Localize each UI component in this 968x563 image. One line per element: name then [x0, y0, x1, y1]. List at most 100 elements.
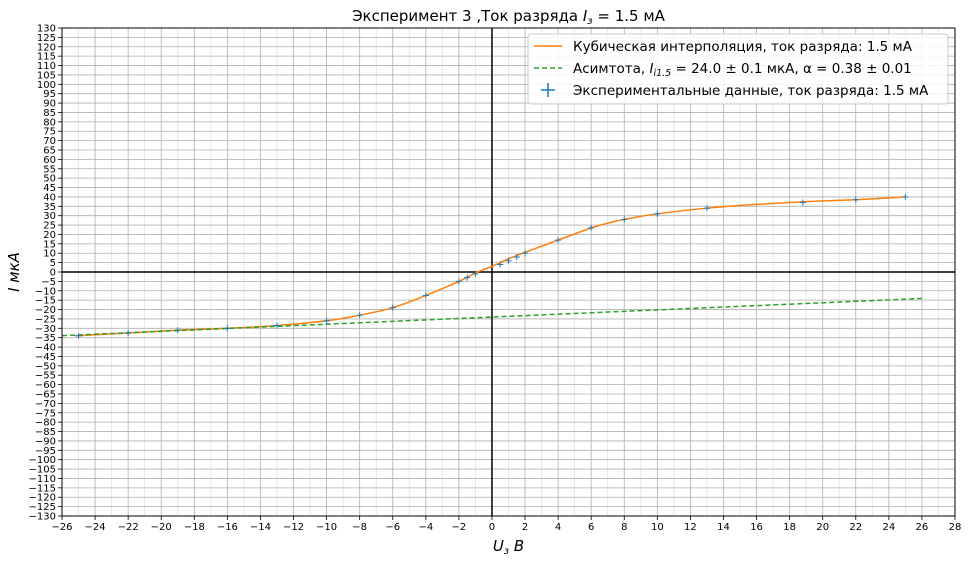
y-tick-label: −10: [35, 286, 56, 297]
y-tick-label: 100: [37, 80, 56, 91]
x-axis-label: Uз В: [493, 537, 524, 557]
x-tick-label: 6: [588, 522, 594, 533]
y-tick-label: 80: [43, 117, 56, 128]
legend: Кубическая интерполяция, ток разряда: 1.…: [527, 33, 949, 105]
y-tick-label: −75: [35, 408, 56, 419]
x-tick-label: −12: [283, 522, 304, 533]
y-tick-label: −50: [35, 361, 56, 372]
x-tick-label: 14: [717, 522, 730, 533]
data-point: [852, 196, 859, 203]
y-tick-label: −95: [35, 446, 56, 457]
data-point: [455, 278, 462, 285]
data-point: [323, 317, 330, 324]
data-point: [513, 253, 520, 260]
x-tick-label: −20: [151, 522, 172, 533]
interpolation-curve: [75, 196, 906, 337]
data-point: [75, 332, 82, 339]
data-point: [799, 199, 806, 206]
x-tick-label: −26: [51, 522, 72, 533]
x-tick-label: 4: [555, 522, 561, 533]
y-tick-label: 55: [43, 164, 56, 175]
data-point: [125, 330, 132, 336]
y-tick-label: 75: [43, 127, 56, 138]
x-tick-label: −22: [118, 522, 139, 533]
x-tick-label: −16: [217, 522, 238, 533]
y-tick-label: 20: [43, 230, 56, 241]
data-point: [522, 250, 529, 257]
data-point: [497, 261, 504, 268]
y-tick-label: −120: [29, 493, 56, 504]
x-tick-label: 2: [522, 522, 528, 533]
y-tick-label: −110: [29, 474, 56, 485]
y-tick-label: −65: [35, 390, 56, 401]
zero-axes: [62, 28, 955, 516]
y-tick-label: 95: [43, 89, 56, 100]
legend-data-swatch: [541, 83, 555, 97]
data-point: [621, 216, 628, 223]
x-tick-label: −8: [352, 522, 367, 533]
x-tick-label: −2: [452, 522, 467, 533]
x-tick-label: 28: [949, 522, 962, 533]
y-tick-label: −20: [35, 305, 56, 316]
y-tick-label: 15: [43, 239, 56, 250]
y-axis-label: I мкА: [5, 252, 23, 292]
y-tick-label: 25: [43, 221, 56, 232]
x-tick-label: −4: [418, 522, 433, 533]
x-tick-label: 24: [882, 522, 895, 533]
y-tick-label: −80: [35, 418, 56, 429]
data-point: [464, 274, 471, 281]
y-tick-label: 125: [37, 33, 56, 44]
y-tick-label: 5: [50, 258, 56, 269]
data-point: [422, 292, 429, 299]
y-tick-label: 60: [43, 155, 56, 166]
y-tick-label: 30: [43, 211, 56, 222]
x-tick-label: 12: [684, 522, 697, 533]
y-tick-label: 65: [43, 146, 56, 157]
x-tick-label: 22: [849, 522, 862, 533]
y-tick-label: 70: [43, 136, 56, 147]
y-tick-label: −60: [35, 380, 56, 391]
y-tick-label: 90: [43, 99, 56, 110]
y-tick-label: −25: [35, 314, 56, 325]
y-tick-label: −35: [35, 333, 56, 344]
y-tick-label: −85: [35, 427, 56, 438]
x-tick-label: −6: [385, 522, 400, 533]
data-point: [654, 210, 661, 217]
data-point: [505, 257, 512, 264]
x-tick-label: −18: [184, 522, 205, 533]
legend-interpolation-label: Кубическая интерполяция, ток разряда: 1.…: [573, 39, 913, 55]
x-tick-label: 16: [750, 522, 763, 533]
y-tick-label: 50: [43, 174, 56, 185]
y-tick-label: −45: [35, 352, 56, 363]
y-tick-label: 10: [43, 249, 56, 260]
y-tick-label: 35: [43, 202, 56, 213]
y-tick-label: 105: [37, 70, 56, 81]
x-tick-label: 0: [489, 522, 495, 533]
data-point: [902, 193, 909, 200]
y-tick-label: 45: [43, 183, 56, 194]
x-tick-label: −14: [250, 522, 271, 533]
x-tick-label: −24: [85, 522, 106, 533]
y-tick-label: −40: [35, 343, 56, 354]
y-tick-label: 85: [43, 108, 56, 119]
y-tick-label: −130: [29, 512, 56, 523]
x-tick-label: 18: [783, 522, 796, 533]
x-tick-label: 8: [621, 522, 627, 533]
legend-asymptote-label: Асимтота, Ii1.5 = 24.0 ± 0.1 мкА, α = 0.…: [573, 61, 912, 79]
y-tick-label: 115: [37, 52, 56, 63]
y-tick-label: 120: [37, 42, 56, 53]
legend-box: [527, 33, 949, 105]
data-point: [703, 205, 710, 212]
y-tick-label: −70: [35, 399, 56, 410]
data-point: [588, 224, 595, 231]
x-tick-label: 20: [816, 522, 829, 533]
y-tick-label: −15: [35, 296, 56, 307]
chart-title: Эксперимент 3 ,Ток разряда Iз = 1.5 мА: [352, 7, 666, 27]
data-point: [273, 322, 280, 329]
y-tick-label: 40: [43, 192, 56, 203]
y-tick-label: −100: [29, 455, 56, 466]
data-point: [174, 327, 181, 334]
axis-ticks: −26 −24 −22 −20 −18 −16 −14 −12 −10 −8 −6 −4 −2 0 2 4 6 8…: [29, 24, 962, 534]
y-tick-label: 0: [50, 268, 56, 279]
